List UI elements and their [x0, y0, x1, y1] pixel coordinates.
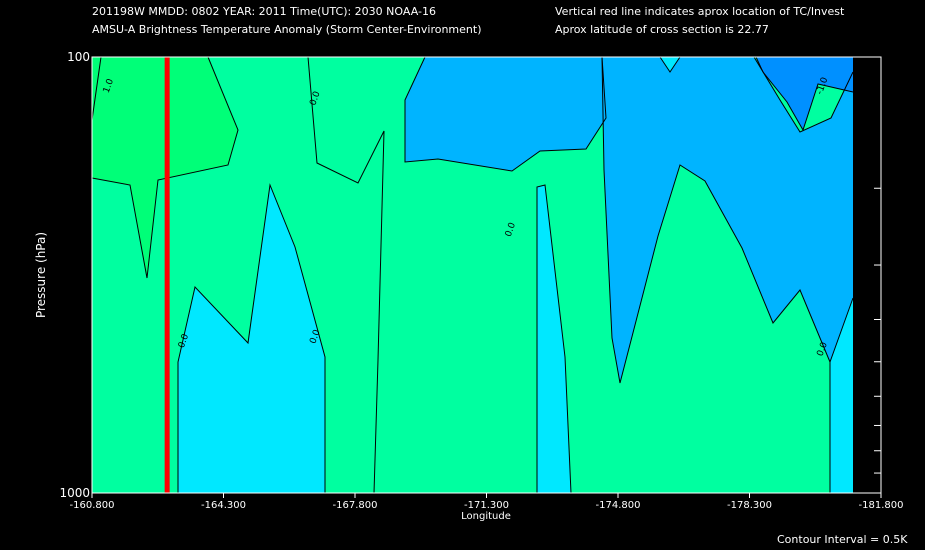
contour-1-left [91, 56, 239, 279]
contour-neg1-b [659, 56, 681, 73]
x-tick-label: -167.800 [333, 500, 378, 511]
region-neg2-minus [756, 57, 853, 130]
region-neg1-to-0-mid [178, 185, 325, 493]
chart-title: AMSU-A Brightness Temperature Anomaly (S… [92, 23, 482, 36]
contour-label: 0.0 [308, 90, 322, 107]
contour-interval: Contour Interval = 0.5K [777, 533, 908, 546]
contour-0-a [307, 56, 385, 494]
contour-0-b [177, 183, 326, 493]
contour-neg1-c [601, 56, 831, 384]
x-axis-title: Longitude [461, 511, 511, 522]
x-tick-label: -171.300 [464, 500, 509, 511]
header-note-storm-line: Vertical red line indicates aprox locati… [555, 5, 845, 18]
contour-label: 0.0 [308, 328, 322, 345]
region-neg1-to-neg2 [405, 57, 606, 171]
contour-label: 0.0 [177, 332, 191, 349]
x-tick-label: -164.300 [201, 500, 246, 511]
contour-1-left-top [91, 56, 102, 121]
y-axis-ticks: 100 1000 [59, 50, 881, 500]
contour-neg2 [755, 56, 854, 132]
contour-neg1-d [753, 56, 854, 133]
contour-label: 0.0 [504, 221, 518, 238]
y-tick-label: 100 [67, 50, 90, 64]
contour-fills [92, 57, 853, 493]
x-tick-label: -174.800 [596, 500, 641, 511]
header-line1: 201198W MMDD: 0802 YEAR: 2011 Time(UTC):… [92, 5, 436, 18]
contour-lines [91, 56, 854, 494]
contour-neg1-a [404, 56, 607, 172]
x-tick-label: -160.800 [70, 500, 115, 511]
y-axis-title: Pressure (hPa) [34, 232, 48, 318]
x-axis-ticks: -160.800 -164.300 -167.800 -171.300 -174.800… [70, 493, 904, 511]
contour-label: 1.0 [102, 77, 116, 94]
header-note-latitude: Aprox latitude of cross section is 22.77 [555, 23, 769, 36]
contour-labels: 1.00.00.0 0.00.0-1.00.0 [102, 76, 831, 358]
x-tick-label: -178.300 [727, 500, 772, 511]
x-tick-label: -181.800 [859, 500, 904, 511]
y-tick-label: 1000 [59, 486, 90, 500]
contour-0-c [536, 184, 572, 494]
contour-label: 0.0 [816, 341, 830, 358]
